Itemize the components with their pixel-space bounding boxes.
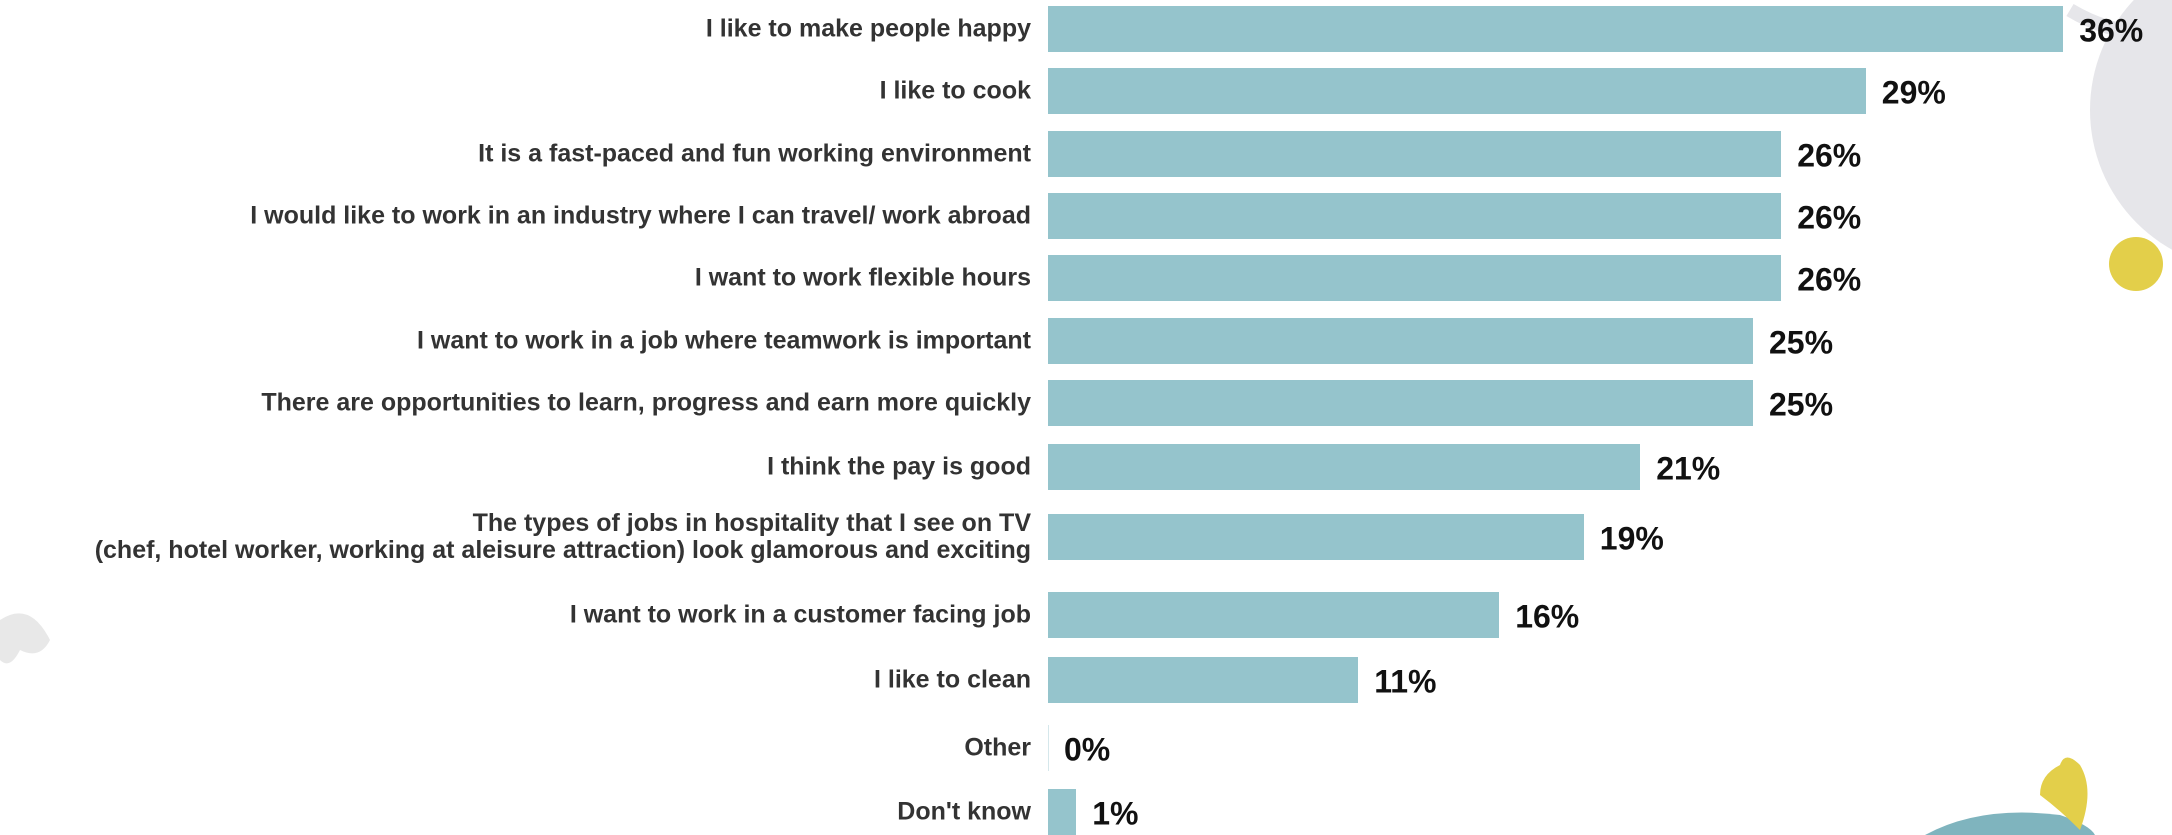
category-label: Other bbox=[964, 733, 1031, 762]
category-label: I like to cook bbox=[879, 76, 1031, 105]
bar bbox=[1048, 193, 1782, 239]
teal-blob bbox=[1925, 812, 2095, 835]
background-swoosh bbox=[2066, 3, 2172, 40]
category-label: It is a fast-paced and fun working envir… bbox=[478, 139, 1031, 168]
bar bbox=[1048, 592, 1500, 638]
yellow-drop bbox=[2040, 757, 2088, 830]
bar bbox=[1048, 131, 1782, 177]
category-label: I like to make people happy bbox=[705, 14, 1031, 43]
value-label: 26% bbox=[1797, 137, 1862, 174]
category-label: I want to work flexible hours bbox=[694, 263, 1031, 292]
bar bbox=[1048, 6, 2064, 52]
bar bbox=[1048, 255, 1782, 301]
bar bbox=[1048, 318, 1753, 364]
value-label: 16% bbox=[1515, 598, 1580, 635]
category-label: I would like to work in an industry wher… bbox=[250, 201, 1031, 230]
category-label: I want to work in a customer facing job bbox=[569, 600, 1031, 629]
value-label: 21% bbox=[1656, 450, 1721, 487]
category-label: The types of jobs in hospitality that I … bbox=[94, 509, 1031, 564]
value-label: 29% bbox=[1881, 74, 1946, 111]
value-label: 0% bbox=[1064, 731, 1111, 768]
value-label: 36% bbox=[2079, 12, 2144, 49]
bar bbox=[1048, 725, 1049, 771]
yellow-dot bbox=[2109, 237, 2163, 291]
bar bbox=[1048, 380, 1753, 426]
category-label: There are opportunities to learn, progre… bbox=[261, 388, 1031, 417]
bar bbox=[1048, 514, 1584, 560]
bar bbox=[1048, 68, 1866, 114]
background-circle bbox=[2090, 0, 2172, 250]
grey-brush bbox=[0, 613, 50, 664]
category-label: Don't know bbox=[897, 797, 1031, 826]
bar bbox=[1048, 444, 1641, 490]
value-label: 1% bbox=[1092, 795, 1139, 832]
category-label: I like to clean bbox=[873, 665, 1031, 694]
value-label: 26% bbox=[1797, 199, 1862, 236]
value-label: 26% bbox=[1797, 261, 1862, 298]
category-label: I want to work in a job where teamwork i… bbox=[417, 326, 1031, 355]
value-label: 11% bbox=[1374, 663, 1437, 700]
category-label: I think the pay is good bbox=[767, 452, 1031, 481]
value-label: 19% bbox=[1599, 520, 1664, 557]
value-label: 25% bbox=[1769, 324, 1834, 361]
bar bbox=[1048, 657, 1359, 703]
value-label: 25% bbox=[1769, 386, 1834, 423]
bar bbox=[1048, 789, 1077, 835]
